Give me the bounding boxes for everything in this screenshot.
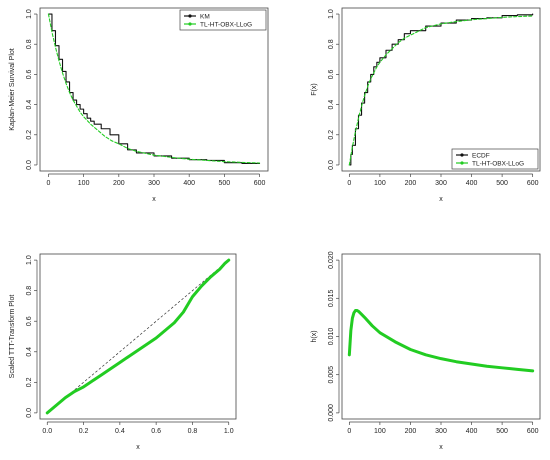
reference-line (47, 259, 229, 414)
x-tick-label: 400 (183, 180, 195, 187)
x-tick-label: 600 (254, 180, 266, 187)
x-tick-label: 100 (374, 428, 386, 435)
x-tick-label: 100 (374, 180, 386, 187)
x-axis-label: x (439, 444, 443, 451)
x-tick-label: 300 (435, 180, 447, 187)
x-tick-label: 400 (466, 180, 478, 187)
x-tick-label: 0 (347, 180, 351, 187)
y-tick-label: 0.8 (26, 39, 33, 49)
x-tick-label: 0.4 (115, 428, 125, 435)
legend-swatch-point (188, 14, 192, 18)
y-tick-label: 0.020 (328, 251, 335, 269)
legend-label: ECDF (472, 152, 490, 159)
x-tick-label: 300 (435, 428, 447, 435)
x-tick-label: 0 (46, 180, 50, 187)
y-tick-label: 0.015 (328, 289, 335, 307)
y-axis-label: F(x) (311, 83, 318, 95)
x-tick-label: 500 (496, 180, 508, 187)
y-tick-label: 0.4 (26, 347, 33, 357)
y-tick-label: 1.0 (328, 9, 335, 19)
y-tick-label: 1.0 (26, 9, 33, 19)
y-tick-label: 0.010 (328, 328, 335, 346)
y-tick-label: 0.0 (328, 160, 335, 170)
x-tick-label: 1.0 (224, 428, 234, 435)
x-tick-label: 0.6 (151, 428, 161, 435)
x-tick-label: 0.8 (188, 428, 198, 435)
x-axis-label: x (136, 444, 140, 451)
y-tick-label: 0.000 (328, 404, 335, 422)
y-axis-label: Scaled TTT-Transform Plot (9, 295, 16, 379)
x-tick-label: 0.2 (79, 428, 89, 435)
y-axis-label: h(x) (311, 330, 318, 342)
x-axis-label: x (439, 196, 443, 203)
y-tick-label: 1.0 (26, 255, 33, 265)
y-tick-label: 0.6 (26, 69, 33, 79)
legend-label: KM (200, 13, 210, 20)
x-tick-label: 500 (496, 428, 508, 435)
plot-frame (341, 7, 541, 172)
x-tick-label: 300 (148, 180, 160, 187)
y-tick-label: 0.2 (328, 130, 335, 140)
y-tick-label: 0.005 (328, 366, 335, 384)
legend-box (451, 148, 539, 170)
y-tick-label: 0.6 (328, 69, 335, 79)
x-tick-label: 600 (527, 180, 539, 187)
y-tick-label: 0.4 (328, 100, 335, 110)
x-axis-label: x (152, 196, 156, 203)
legend-box (179, 9, 267, 31)
plot-frame (39, 7, 269, 172)
x-tick-label: 200 (113, 180, 125, 187)
x-tick-label: 0 (347, 428, 351, 435)
plot-frame (341, 253, 541, 420)
series-line-1 (347, 309, 535, 373)
x-tick-label: 0.0 (42, 428, 52, 435)
plot-frame (39, 253, 237, 420)
x-tick-label: 200 (405, 428, 417, 435)
y-tick-label: 0.6 (26, 316, 33, 326)
series-line-2 (348, 15, 534, 166)
legend-swatch-point (460, 153, 464, 157)
y-tick-label: 0.0 (26, 160, 33, 170)
legend-swatch-point (460, 161, 464, 165)
series-line-1 (47, 13, 261, 165)
x-tick-label: 600 (527, 428, 539, 435)
y-tick-label: 0.2 (26, 130, 33, 140)
y-tick-label: 0.8 (26, 286, 33, 296)
chart-ecdf: 0 100 200 300 400 500 600 0.0 0.2 0.4 0.6 0.8 1.0 x F(… (311, 7, 541, 203)
x-tick-label: 200 (405, 180, 417, 187)
y-tick-label: 0.0 (26, 408, 33, 418)
legend-label: TL-HT-OBX-LLoG (472, 160, 524, 167)
series-line-2 (47, 13, 261, 164)
legend-swatch-point (188, 22, 192, 26)
chart-ttt: 0.0 0.2 0.4 0.6 0.8 1.0 0.0 0.2 0.4 0.6 0.8 1.0 x Sca… (9, 253, 237, 451)
y-axis-label: Kaplan-Meier Survival Plot (9, 48, 16, 131)
legend-label: TL-HT-OBX-LLoG (200, 21, 252, 28)
x-tick-label: 500 (219, 180, 231, 187)
series-line-1 (348, 13, 534, 166)
x-tick-label: 400 (466, 428, 478, 435)
chart-hazard: 0 100 200 300 400 500 600 0.000 0.005 0.010 0.015 0… (311, 251, 541, 451)
y-tick-label: 0.2 (26, 377, 33, 387)
y-tick-label: 0.4 (26, 100, 33, 110)
series-line-1 (45, 258, 231, 415)
chart-km: 0 100 200 300 400 500 600 0.0 0.2 0.4 0.6 0.8 1.0 x Ka… (9, 7, 269, 203)
y-tick-label: 0.8 (328, 39, 335, 49)
x-tick-label: 100 (78, 180, 90, 187)
